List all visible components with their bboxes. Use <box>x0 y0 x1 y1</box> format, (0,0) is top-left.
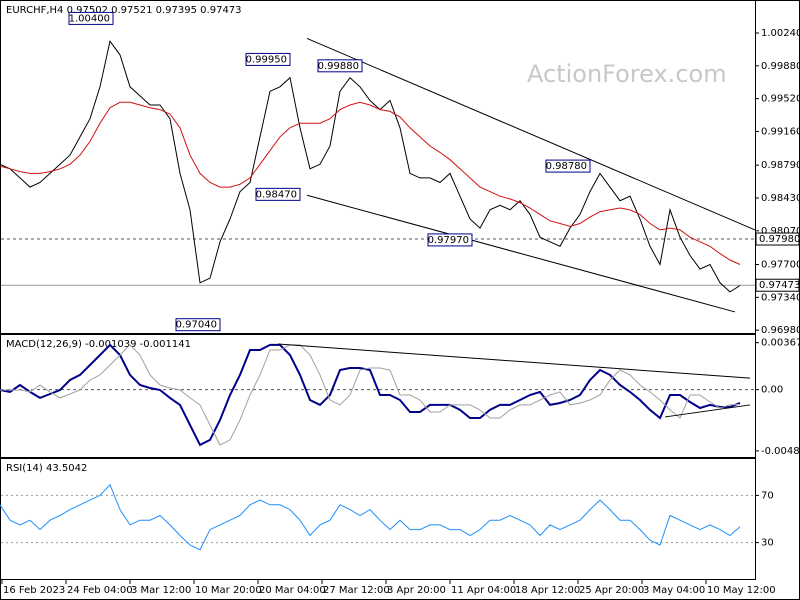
level-label: 0.97980 <box>759 234 800 245</box>
series-line <box>0 40 741 293</box>
y-tick-label: 1.00240 <box>761 28 800 39</box>
watermark: ActionForex.com <box>527 60 727 88</box>
price-label: 0.98780 <box>546 161 587 172</box>
price-label: 0.98470 <box>256 189 297 200</box>
price-label-box <box>317 59 363 73</box>
panel-title: EURCHF,H4 0.97502 0.97521 0.97395 0.9747… <box>6 5 242 16</box>
y-tick-label: 0.98430 <box>761 193 800 204</box>
y-tick-label: 30 <box>761 538 774 549</box>
y-tick-label: 0.99160 <box>761 126 800 137</box>
series-line <box>0 483 741 551</box>
trendline <box>664 404 751 418</box>
price-label-box <box>427 233 473 247</box>
x-tick-label: 10 May 12:00 <box>707 585 776 596</box>
panel-title: RSI(14) 43.5042 <box>6 463 87 474</box>
x-tick-label: 20 Mar 04:00 <box>259 585 326 596</box>
x-tick-label: 3 Mar 12:00 <box>131 585 191 596</box>
panel-title: MACD(12,26,9) -0.001039 -0.001141 <box>6 339 191 350</box>
y-tick-label: 0.98790 <box>761 160 800 171</box>
x-tick-label: 24 Feb 04:00 <box>67 585 133 596</box>
y-tick-label: 70 <box>761 490 774 501</box>
y-tick-label: 0.00 <box>761 385 783 396</box>
price-label-box <box>68 11 114 25</box>
y-tick-label: 0.99520 <box>761 94 800 105</box>
y-tick-label: 0.96980 <box>761 325 800 336</box>
x-tick-label: 16 Feb 2023 <box>3 585 65 596</box>
y-tick-label: 0.003679 <box>761 338 800 349</box>
price-label-box <box>245 52 291 66</box>
y-tick-label: 0.98070 <box>761 226 800 237</box>
series-line <box>0 101 741 265</box>
price-label-box <box>255 187 301 201</box>
series-line <box>0 343 741 447</box>
panel-frame <box>0 0 756 334</box>
x-tick-label: 10 Mar 20:00 <box>195 585 262 596</box>
price-label: 0.99950 <box>246 54 287 65</box>
price-label-box <box>545 159 591 173</box>
panel-frame <box>0 458 756 580</box>
trendline <box>306 194 736 313</box>
level-label-box <box>755 232 800 246</box>
price-label-box <box>175 318 221 332</box>
price-label: 0.97040 <box>176 320 217 331</box>
x-tick-label: 27 Mar 12:00 <box>323 585 390 596</box>
x-tick-label: 3 May 04:00 <box>643 585 705 596</box>
trendline <box>306 38 756 231</box>
panel-frame <box>0 334 756 458</box>
price-label: 0.97970 <box>428 235 469 246</box>
y-tick-label: 0.97700 <box>761 260 800 271</box>
x-tick-label: 11 Apr 04:00 <box>451 585 516 596</box>
price-label: 1.00400 <box>69 13 110 24</box>
y-tick-label: 0.97340 <box>761 292 800 303</box>
x-tick-label: 18 Apr 12:00 <box>515 585 580 596</box>
price-label: 0.99880 <box>318 61 359 72</box>
trendline <box>277 343 751 379</box>
y-tick-label: -0.0048 <box>761 446 800 457</box>
level-label: 0.97473 <box>759 280 800 291</box>
level-label-box <box>755 278 800 292</box>
series-line <box>0 344 741 446</box>
x-tick-label: 25 Apr 20:00 <box>579 585 644 596</box>
y-tick-label: 0.99880 <box>761 61 800 72</box>
x-tick-label: 3 Apr 20:00 <box>387 585 446 596</box>
